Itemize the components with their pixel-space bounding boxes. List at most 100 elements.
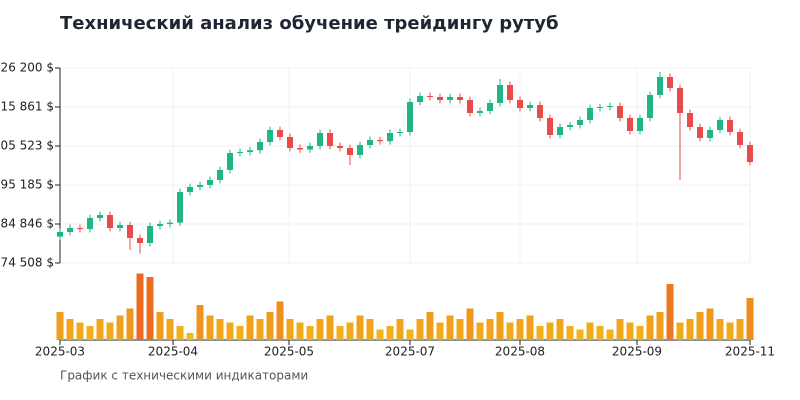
volume-bar <box>136 273 144 340</box>
candle-body <box>537 105 543 118</box>
volume-bar <box>636 326 644 340</box>
x-tick-label: 2025-08 <box>495 345 545 359</box>
volume-bar <box>456 319 464 340</box>
volume-bar <box>666 284 674 340</box>
volume-bar <box>186 333 194 340</box>
volume-bar <box>416 319 424 340</box>
candle-body <box>577 119 583 126</box>
candle-body <box>117 225 123 228</box>
y-tick-label: 195 185 $ <box>0 177 54 191</box>
volume-bar <box>66 319 74 340</box>
candle-body <box>567 125 573 127</box>
candle-body <box>447 96 453 100</box>
candle-body <box>717 119 723 130</box>
candle-body <box>177 191 183 223</box>
volume-bar <box>216 319 224 340</box>
volume-bar <box>446 315 454 340</box>
volume-bar <box>626 322 634 340</box>
volume-bar <box>286 319 294 340</box>
candle-body <box>387 132 393 142</box>
candle-body <box>327 132 333 146</box>
candle-body <box>397 131 403 133</box>
candle-body <box>417 95 423 102</box>
candle-body <box>167 222 173 224</box>
candle-body <box>467 99 473 114</box>
volume-bar <box>366 319 374 340</box>
volume-bar <box>696 312 704 340</box>
candle-body <box>377 139 383 142</box>
volume-bar <box>336 326 344 340</box>
volume-bar <box>616 319 624 340</box>
volume-bar <box>206 315 214 340</box>
volume-bar <box>536 326 544 340</box>
candle-body <box>317 132 323 146</box>
candle-body <box>277 129 283 137</box>
candle-body <box>607 105 613 108</box>
candle-body <box>207 180 213 185</box>
volume-bar <box>106 322 114 340</box>
candle-body <box>287 136 293 148</box>
candle-body <box>477 111 483 114</box>
candle-body <box>307 145 313 150</box>
candle-body <box>497 84 503 104</box>
volume-bar <box>346 322 354 340</box>
candle-body <box>487 103 493 112</box>
candle-body <box>337 145 343 148</box>
y-tick-label: 205 523 $ <box>0 139 54 153</box>
candle-body <box>187 186 193 192</box>
volume-bar <box>676 322 684 340</box>
candle-body <box>137 237 143 243</box>
x-tick-label: 2025-05 <box>264 345 314 359</box>
y-tick-label: 184 846 $ <box>0 217 54 231</box>
candle-body <box>367 139 373 145</box>
candle-body <box>347 147 353 155</box>
volume-bar <box>156 312 164 340</box>
candle-body <box>267 129 273 142</box>
candle-body <box>647 94 653 118</box>
volume-bar <box>656 312 664 340</box>
candle-body <box>407 101 413 132</box>
volume-bar <box>146 277 154 340</box>
candle-body <box>127 225 133 238</box>
volume-bar <box>586 322 594 340</box>
candle-body <box>627 117 633 131</box>
volume-bar <box>546 322 554 340</box>
x-tick-label: 2025-04 <box>148 345 198 359</box>
candle-body <box>197 184 203 187</box>
volume-bar <box>596 326 604 340</box>
volume-bar <box>466 308 474 340</box>
candle-body <box>427 95 433 97</box>
volume-bar <box>116 315 124 340</box>
x-tick-label: 2025-11 <box>725 345 775 359</box>
footnote: График с техническими индикаторами <box>60 369 308 383</box>
volume-bar <box>726 322 734 340</box>
y-tick-label: 215 861 $ <box>0 100 54 114</box>
candle-body <box>77 227 83 230</box>
y-tick-label: 174 508 $ <box>0 256 54 270</box>
volume-bar <box>226 322 234 340</box>
candle-body <box>677 87 683 114</box>
candle-body <box>457 96 463 100</box>
volume-bar <box>196 305 204 340</box>
volume-bar <box>96 319 104 340</box>
volume-bar <box>396 319 404 340</box>
volume-bar <box>566 326 574 340</box>
volume-bar <box>716 319 724 340</box>
y-tick-label: 226 200 $ <box>0 61 54 75</box>
volume-bar <box>356 315 364 340</box>
volume-bar <box>256 319 264 340</box>
volume-bar <box>486 319 494 340</box>
volume-bar <box>276 301 284 340</box>
volume-bar <box>576 329 584 340</box>
volume-bar <box>56 312 64 340</box>
candle-body <box>247 150 253 153</box>
volume-bar <box>246 315 254 340</box>
candle-body <box>547 117 553 135</box>
candle-body <box>557 126 563 135</box>
candle-body <box>257 141 263 151</box>
volume-bar <box>376 329 384 340</box>
candle-body <box>737 131 743 145</box>
candle-body <box>507 84 513 100</box>
candle-body <box>217 170 223 181</box>
